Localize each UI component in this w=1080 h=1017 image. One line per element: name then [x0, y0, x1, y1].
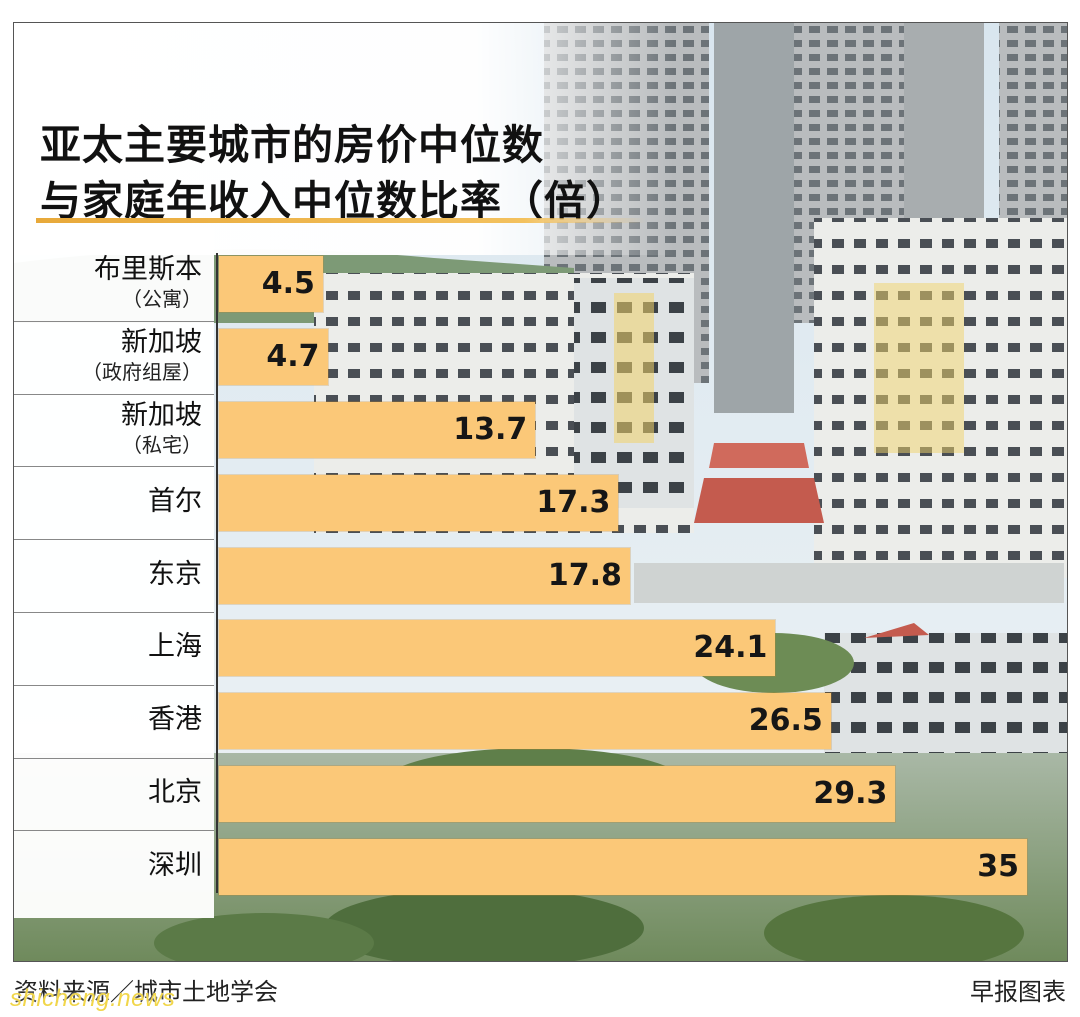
- bar: [219, 256, 323, 313]
- bar: [219, 693, 831, 750]
- category-axis-line: [216, 253, 218, 893]
- category-label: 首尔: [14, 486, 202, 518]
- bar: [219, 547, 630, 604]
- category-label: 布里斯本 （公寓）: [14, 254, 202, 312]
- bar: [219, 402, 536, 458]
- row-separator: [14, 320, 214, 322]
- category-label-main: 新加坡: [121, 327, 202, 359]
- bar-value-label: 17.3: [536, 484, 611, 520]
- bar: [219, 474, 619, 531]
- bar-value-label: 4.7: [266, 339, 320, 375]
- category-label: 新加坡 （政府组屋）: [14, 327, 202, 385]
- category-label: 香港: [14, 704, 202, 736]
- row-separator: [14, 466, 214, 468]
- row-separator: [14, 393, 214, 395]
- chart-frame: 亚太主要城市的房价中位数 与家庭年收入中位数比率（倍） 布里斯本 （公寓） 新加坡（…: [13, 22, 1068, 962]
- site-watermark: shicheng.news: [10, 985, 176, 1012]
- bar: [219, 620, 776, 677]
- source-note: 资料来源／城市土地学会: [14, 978, 278, 1006]
- chart-title-line-2: 与家庭年收入中位数比率（倍）: [40, 177, 628, 225]
- category-label: 上海: [14, 631, 202, 663]
- category-label-note: （政府组屋）: [82, 360, 202, 385]
- bar-value-label: 17.8: [547, 557, 622, 593]
- row-separator: [14, 612, 214, 613]
- bar-value-label: 13.7: [453, 412, 528, 447]
- bar-value-label: 35: [977, 848, 1019, 884]
- chart-title-line-1: 亚太主要城市的房价中位数: [40, 121, 544, 169]
- category-label-column: 布里斯本 （公寓） 新加坡 （政府组屋） 新加坡 （私宅） 首尔 东京 上海 香港 北京 深圳: [14, 228, 214, 918]
- category-label-main: 新加坡: [121, 400, 202, 431]
- category-label-main: 上海: [148, 631, 202, 663]
- row-separator: [14, 830, 214, 832]
- bar: [219, 838, 1027, 895]
- bar: [219, 329, 328, 386]
- bar: [219, 766, 896, 822]
- category-label-main: 香港: [148, 704, 202, 736]
- bar-value-label: 4.5: [261, 266, 315, 302]
- category-label-main: 深圳: [148, 849, 202, 881]
- category-label-note: （私宅）: [122, 433, 202, 457]
- chart-credit: 早报图表: [970, 978, 1066, 1006]
- title-underline: [36, 218, 646, 223]
- bar-value-label: 26.5: [748, 703, 823, 739]
- category-label: 东京: [14, 559, 202, 591]
- category-label: 新加坡 （私宅）: [14, 400, 202, 458]
- category-label: 北京: [14, 777, 202, 809]
- category-label-main: 布里斯本: [94, 254, 202, 286]
- bar-value-label: 24.1: [693, 630, 768, 666]
- category-label: 深圳: [14, 850, 202, 882]
- category-label-note: （公寓）: [122, 287, 202, 312]
- row-separator: [14, 539, 214, 541]
- row-separator: [14, 757, 214, 759]
- category-label-main: 东京: [148, 558, 202, 590]
- category-label-main: 首尔: [148, 485, 202, 517]
- row-separator: [14, 684, 214, 686]
- title-panel: 亚太主要城市的房价中位数 与家庭年收入中位数比率（倍）: [14, 23, 674, 255]
- bar-value-label: 29.3: [813, 776, 888, 811]
- category-label-main: 北京: [148, 777, 202, 808]
